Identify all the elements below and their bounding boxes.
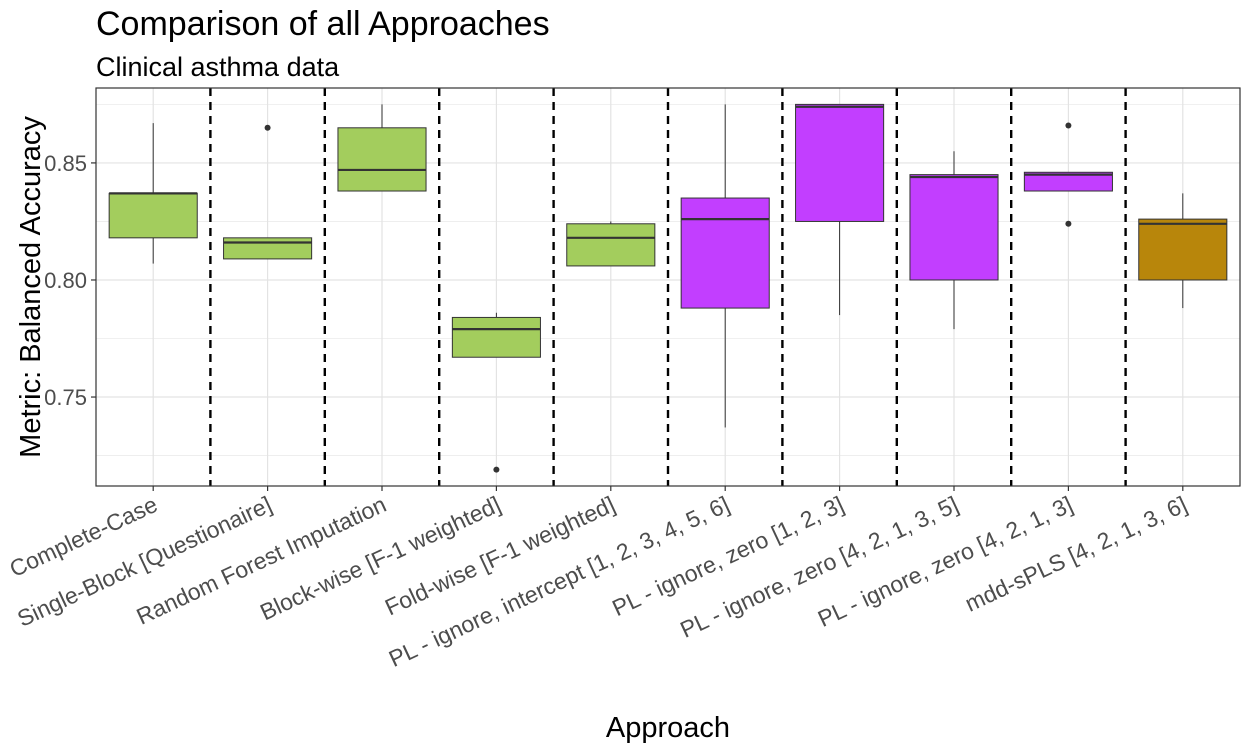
outlier-point [1065, 122, 1072, 129]
y-axis-title: Metric: Balanced Accuracy [15, 116, 47, 458]
box-group-9 [1023, 122, 1113, 227]
box-group-5 [566, 221, 656, 267]
outlier-point [1065, 220, 1072, 227]
chart-title: Comparison of all Approaches [96, 5, 550, 43]
box-group-7 [795, 103, 885, 316]
box [1138, 218, 1228, 281]
x-category-label: mdd-sPLS [4, 2, 1, 3, 6] [961, 491, 1191, 617]
y-tick-label: 0.75 [44, 385, 87, 410]
outlier-point [493, 466, 500, 473]
box-group-4 [451, 312, 541, 473]
box-group-3 [337, 104, 427, 192]
box [1023, 171, 1113, 192]
box [680, 197, 770, 309]
box [337, 127, 427, 192]
box-group-2 [223, 124, 313, 260]
box-group-10 [1138, 193, 1228, 309]
box-group-1 [108, 123, 198, 264]
y-tick-label: 0.80 [44, 268, 87, 293]
chart-subtitle: Clinical asthma data [96, 52, 340, 82]
plot-border [95, 87, 1241, 487]
box [223, 237, 313, 260]
box [909, 174, 999, 281]
y-tick-label: 0.85 [44, 151, 87, 176]
box-group-6 [680, 104, 770, 428]
box [795, 103, 885, 222]
box-group-8 [909, 151, 999, 330]
box [566, 223, 656, 267]
outlier-point [264, 124, 271, 131]
box [451, 316, 541, 358]
x-axis-title: Approach [606, 712, 730, 744]
box [108, 192, 198, 239]
